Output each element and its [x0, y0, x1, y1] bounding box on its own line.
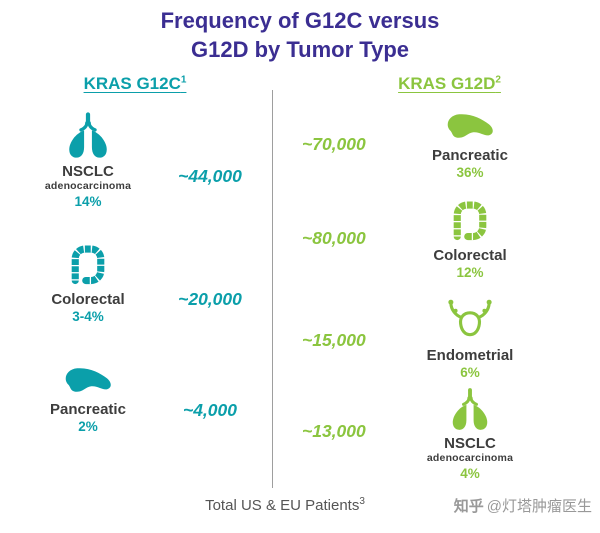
footer-footnote-marker: 3: [359, 496, 365, 507]
patient-count: ~70,000: [302, 134, 366, 154]
tumor-item-g12c-colorectal: Colorectal 3-4%: [20, 240, 156, 325]
column-header-g12c-label: KRAS G12C: [83, 74, 181, 93]
tumor-percent: 36%: [456, 165, 484, 180]
tumor-subtype: adenocarcinoma: [44, 180, 132, 192]
tumor-name: Colorectal: [433, 247, 507, 264]
tumor-percent: 4%: [460, 466, 480, 481]
colon-icon: [445, 196, 495, 244]
footer-note-text: Total US & EU Patients: [205, 497, 360, 514]
uterus-icon: [444, 294, 496, 344]
lungs-icon: [61, 110, 115, 160]
watermark-handle: @灯塔肿瘤医生: [486, 498, 592, 515]
tumor-item-g12d-nsclc: NSCLC adenocarcinoma 4%: [400, 386, 540, 482]
tumor-name: Colorectal: [51, 291, 125, 308]
tumor-percent: 2%: [78, 419, 98, 434]
tumor-percent: 14%: [74, 194, 102, 209]
page-title-line2: G12D by Tumor Type: [190, 37, 409, 62]
tumor-item-g12c-pancreatic: Pancreatic 2%: [20, 362, 156, 435]
tumor-name: NSCLC: [444, 435, 496, 452]
g12d-footnote-marker: 2: [495, 74, 501, 86]
column-header-g12d: KRAS G12D2: [372, 74, 527, 94]
column-header-g12d-label: KRAS G12D: [398, 74, 496, 93]
patient-count: ~15,000: [302, 330, 366, 350]
tumor-percent: 6%: [460, 365, 480, 380]
tumor-item-g12c-nsclc: NSCLC adenocarcinoma 14%: [20, 110, 156, 210]
patient-count: ~44,000: [178, 166, 242, 186]
tumor-percent: 3-4%: [72, 309, 104, 324]
tumor-item-g12d-pancreatic: Pancreatic 36%: [400, 108, 540, 181]
tumor-subtype: adenocarcinoma: [426, 452, 514, 464]
pancreas-icon: [441, 108, 499, 144]
patient-count: ~13,000: [302, 421, 366, 441]
tumor-item-g12d-endometrial: Endometrial 6%: [400, 294, 540, 381]
patient-count: ~4,000: [182, 400, 237, 420]
tumor-name: Pancreatic: [432, 147, 508, 164]
tumor-name: Pancreatic: [50, 401, 126, 418]
tumor-name: NSCLC: [62, 163, 114, 180]
tumor-name: Endometrial: [426, 347, 514, 364]
page-title: Frequency of G12C versus G12D by Tumor T…: [0, 6, 600, 64]
watermark-brand: 知乎: [453, 498, 484, 515]
g12c-footnote-marker: 1: [180, 74, 187, 86]
tumor-item-g12d-colorectal: Colorectal 12%: [400, 196, 540, 281]
colon-icon: [63, 240, 113, 288]
watermark: 知乎 @灯塔肿瘤医生: [454, 495, 592, 516]
column-header-g12c: KRAS G12C1: [55, 74, 215, 94]
page-title-line1: Frequency of G12C versus: [160, 8, 440, 33]
column-divider: [272, 90, 273, 488]
tumor-percent: 12%: [456, 265, 484, 280]
patient-count: ~20,000: [178, 289, 242, 309]
footer-note: Total US & EU Patients3: [150, 496, 420, 514]
lungs-icon: [445, 386, 495, 432]
pancreas-icon: [59, 362, 117, 398]
patient-count: ~80,000: [302, 228, 366, 248]
